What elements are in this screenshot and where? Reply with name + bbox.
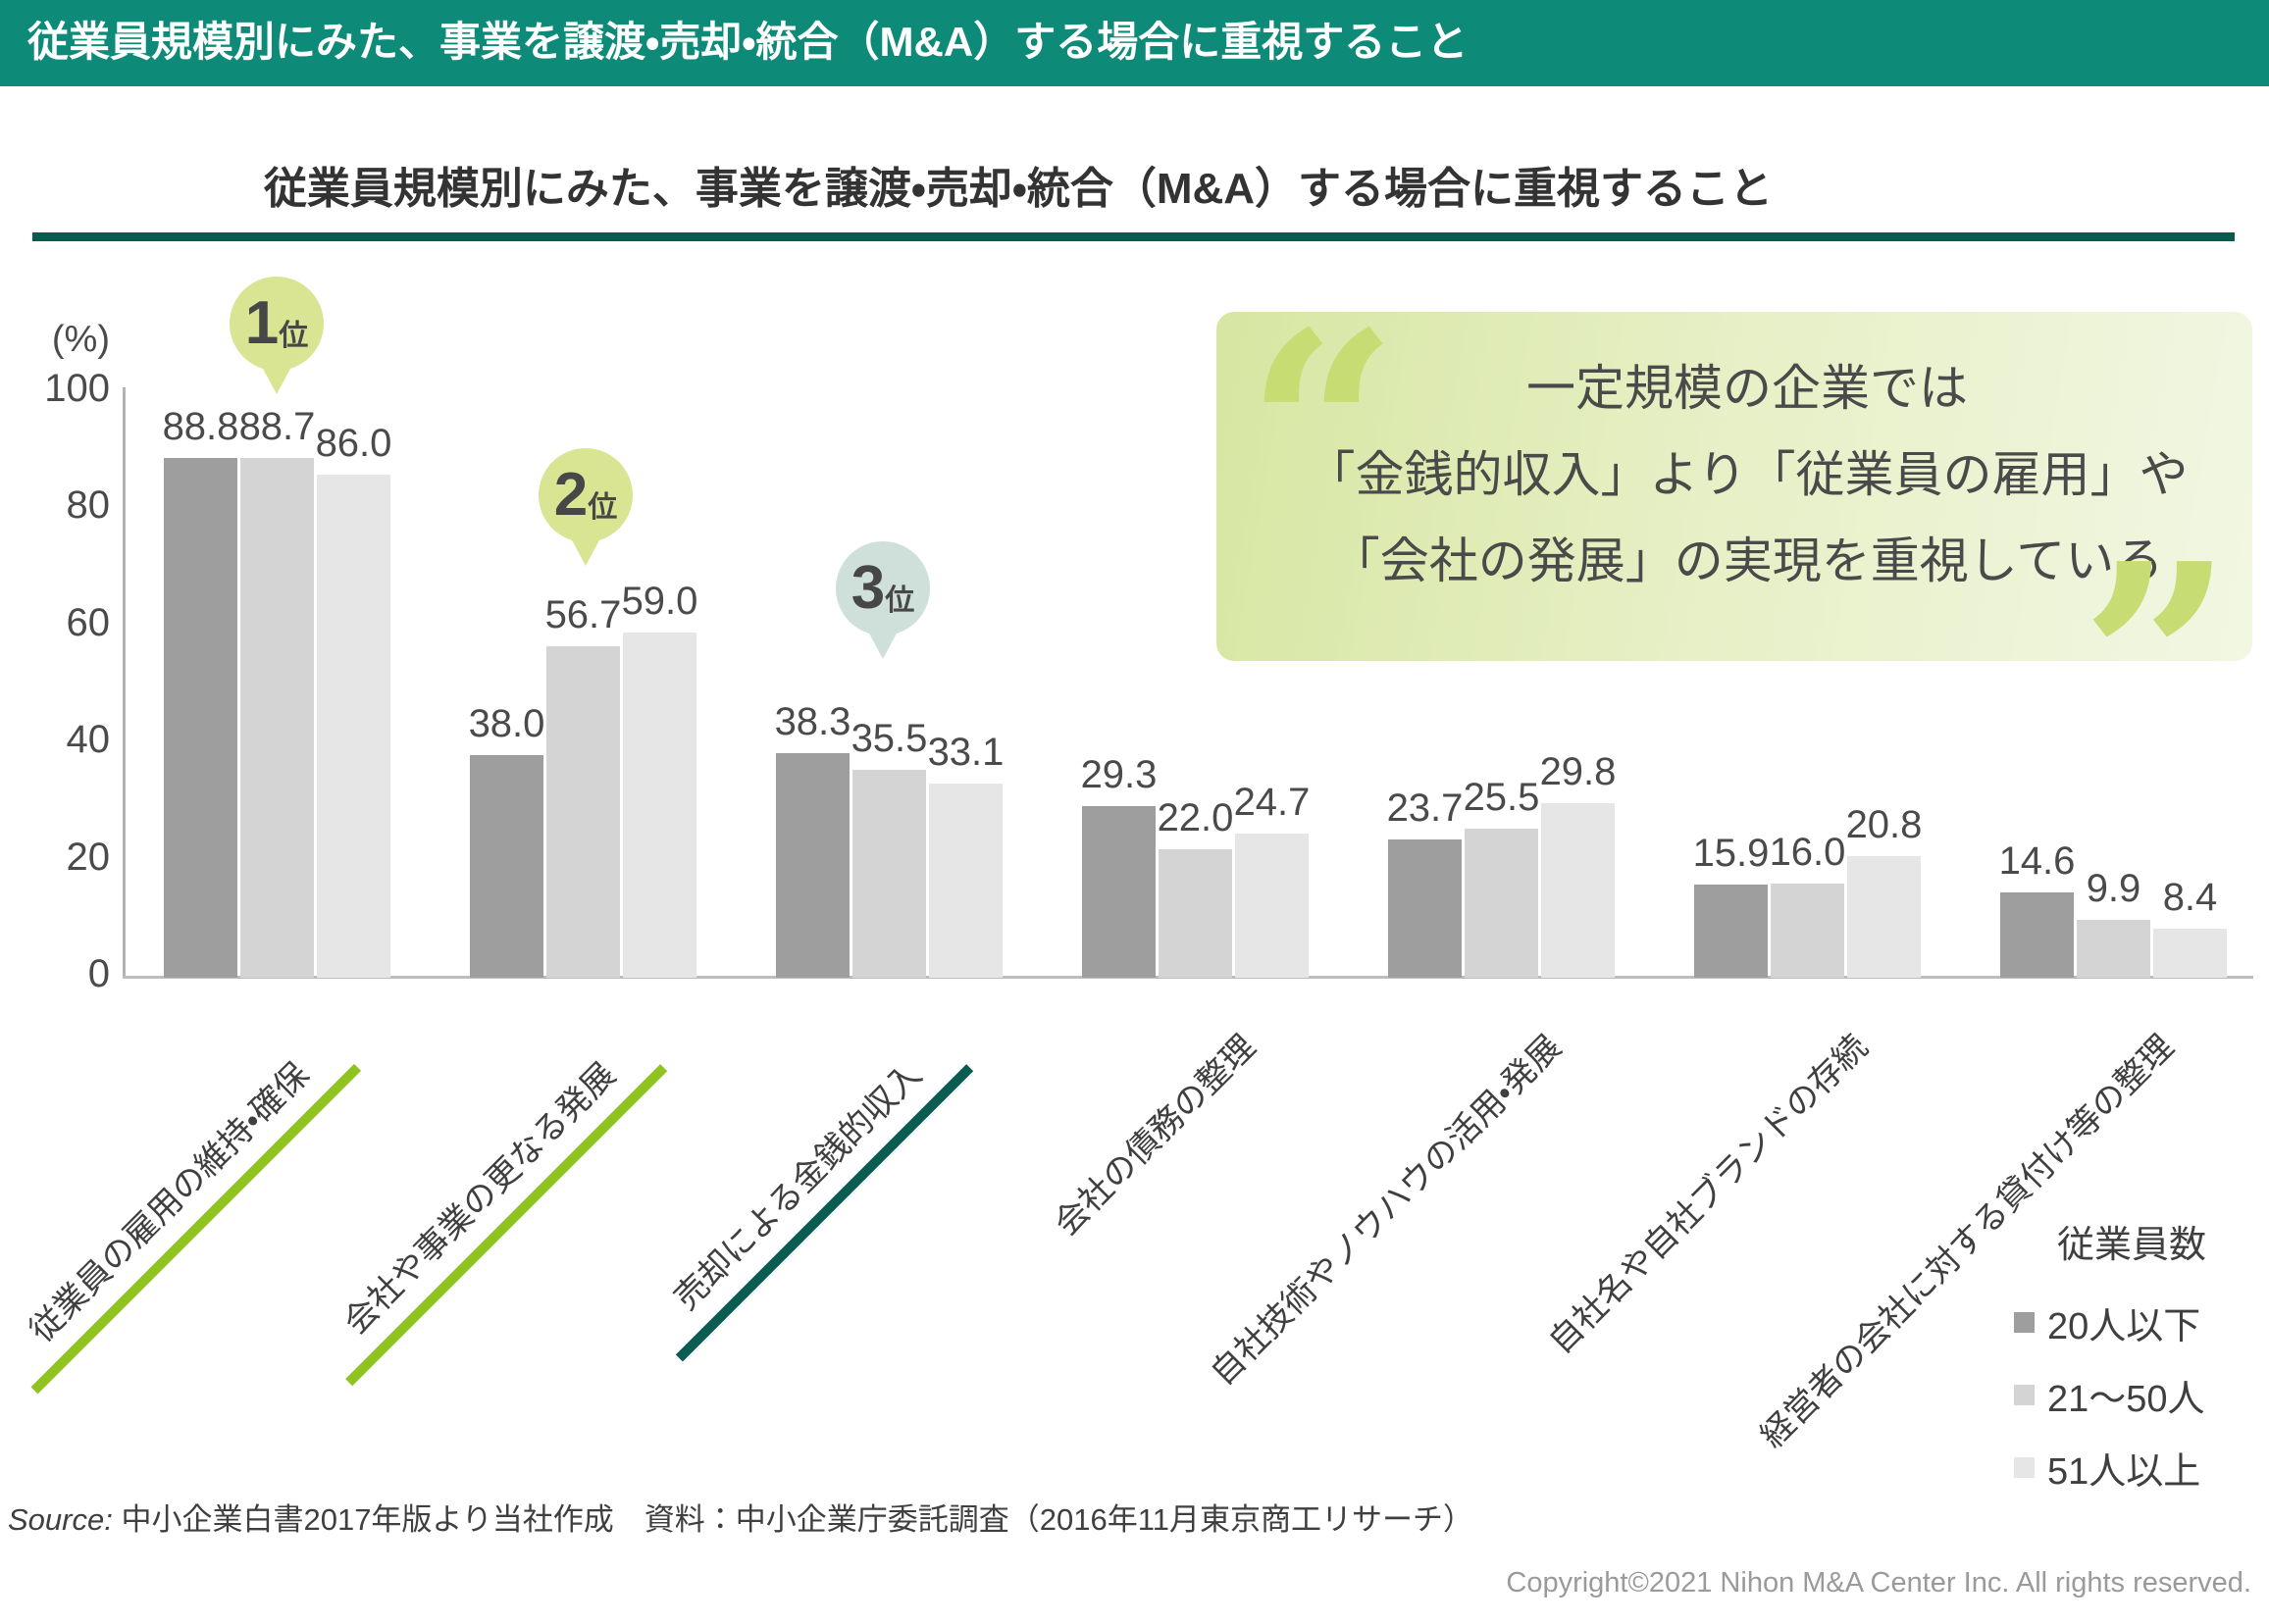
value-label: 88.7 — [238, 405, 316, 449]
source-text: 中小企業白書2017年版より当社作成 資料：中小企業庁委託調査（2016年11月… — [121, 1502, 1473, 1537]
rank-number: 2 — [553, 461, 589, 529]
open-quote-icon: “ — [1246, 274, 1399, 585]
bar — [546, 645, 620, 978]
value-label: 86.0 — [315, 421, 392, 465]
y-tick-label: 40 — [66, 718, 111, 762]
bar — [1082, 806, 1156, 978]
bar — [1771, 884, 1844, 978]
y-axis-line — [123, 387, 126, 978]
rank-number: 1 — [244, 289, 280, 357]
value-label: 33.1 — [927, 731, 1005, 775]
value-label: 38.3 — [774, 700, 851, 744]
legend-label: 21～50人 — [2047, 1379, 2205, 1420]
quote-line: 一定規模の企業では — [1526, 361, 1968, 416]
legend-label: 51人以上 — [2047, 1451, 2201, 1493]
rank-badge-tail — [262, 367, 291, 394]
legend-swatch-icon — [2014, 1457, 2035, 1478]
y-tick-label: 0 — [87, 952, 110, 995]
rank-number: 3 — [851, 554, 886, 622]
rank-badge-tail — [571, 538, 600, 566]
bar — [1847, 855, 1921, 978]
source-prefix: Source: — [8, 1502, 113, 1537]
value-label: 15.9 — [1692, 832, 1770, 876]
quote-callout: “ 一定規模の企業では 「金銭的収入」より「従業員の雇用」や 「会社の発展」の実… — [1216, 297, 2252, 793]
value-label: 22.0 — [1157, 795, 1234, 839]
rank-badge-tail — [868, 632, 898, 659]
value-label: 23.7 — [1386, 786, 1464, 830]
y-tick-label: 80 — [66, 483, 111, 528]
legend: 従業員数 20人以下 21～50人 51人以上 — [2014, 1214, 2249, 1513]
rank-suffix: 位 — [588, 491, 618, 524]
y-tick-label: 20 — [66, 835, 111, 879]
quote-text: 一定規模の企業では 「金銭的収入」より「従業員の雇用」や 「会社の発展」の実現を… — [1296, 345, 2198, 604]
value-label: 25.5 — [1463, 775, 1540, 819]
bar — [1159, 848, 1232, 978]
legend-label: 20人以下 — [2047, 1306, 2201, 1347]
bar — [1465, 828, 1538, 978]
bar — [929, 784, 1003, 978]
bar — [2000, 891, 2074, 978]
legend-swatch-icon — [2014, 1385, 2035, 1405]
quote-line: 「金銭的収入」より「従業員の雇用」や — [1306, 447, 2189, 502]
value-label: 9.9 — [2086, 866, 2141, 910]
bar — [1541, 803, 1615, 978]
legend-item: 51人以上 — [2014, 1441, 2249, 1495]
category-label: 会社の債務の整理 — [1047, 1028, 1263, 1243]
category-label: 自社名や自社ブランドの存続 — [1541, 1028, 1875, 1361]
rank-suffix: 位 — [885, 584, 915, 617]
value-label: 38.0 — [468, 702, 545, 746]
y-tick-label: 60 — [66, 600, 111, 644]
y-axis-unit-label: (%) — [51, 319, 110, 360]
value-label: 88.8 — [162, 404, 239, 448]
category-label: 会社や事業の更なる発展 — [302, 1022, 667, 1387]
category-label: 自社技術やノウハウの活用・発展 — [1204, 1028, 1569, 1393]
value-label: 29.8 — [1539, 750, 1617, 794]
legend-item: 20人以下 — [2014, 1295, 2249, 1349]
chart-title: 従業員規模別にみた、事業を譲渡・売却・統合（M&A）する場合に重視すること — [263, 165, 1774, 213]
legend-swatch-icon — [2014, 1312, 2035, 1333]
value-label: 8.4 — [2162, 875, 2218, 919]
category-label: 売却による金銭的収入 — [633, 1022, 973, 1362]
value-label: 56.7 — [544, 592, 622, 636]
value-label: 14.6 — [1998, 838, 2076, 883]
bar — [317, 474, 390, 978]
bar — [2077, 919, 2150, 978]
value-label: 59.0 — [621, 579, 698, 623]
header-title: 従業員規模別にみた、事業を譲渡・売却・統合（M&A）する場合に重視すること — [27, 19, 1469, 65]
bar — [164, 457, 237, 978]
rank-suffix: 位 — [279, 320, 309, 352]
bar — [240, 458, 314, 978]
bar — [1235, 833, 1309, 978]
legend-items: 20人以下 21～50人 51人以上 — [2014, 1295, 2249, 1495]
bar — [2153, 928, 2227, 978]
bar — [1388, 838, 1462, 978]
title-underline-rule — [32, 232, 2235, 241]
y-tick-label: 100 — [44, 367, 110, 410]
source-note: Source: 中小企業白書2017年版より当社作成 資料：中小企業庁委託調査（… — [8, 1495, 1473, 1539]
legend-title: 従業員数 — [2056, 1225, 2206, 1266]
value-label: 16.0 — [1769, 831, 1846, 875]
quote-line: 「会社の発展」の実現を重視している — [1330, 533, 2164, 588]
value-label: 24.7 — [1233, 780, 1311, 824]
bar — [470, 755, 543, 978]
close-quote-icon: ” — [2080, 505, 2233, 817]
legend-item: 21～50人 — [2014, 1368, 2249, 1422]
value-label: 20.8 — [1845, 802, 1923, 846]
bar — [776, 753, 850, 978]
value-label: 29.3 — [1080, 753, 1158, 797]
bar — [852, 770, 926, 978]
header-bar: 従業員規模別にみた、事業を譲渡・売却・統合（M&A）する場合に重視すること — [0, 0, 2269, 86]
bar — [1694, 885, 1768, 978]
copyright-note: Copyright©2021 Nihon M&A Center Inc. All… — [1506, 1567, 2251, 1599]
value-label: 35.5 — [851, 717, 928, 761]
bar — [623, 632, 696, 978]
